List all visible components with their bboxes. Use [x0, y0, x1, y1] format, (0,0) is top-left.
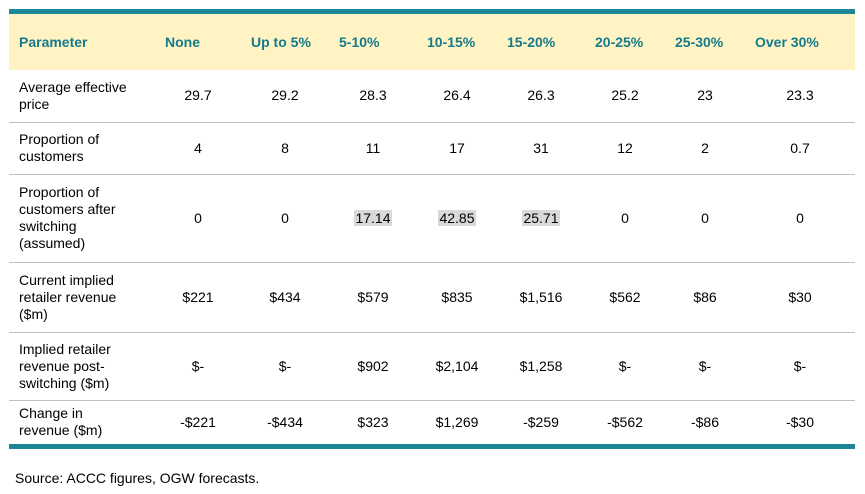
- col-header-25-30: 25-30%: [675, 34, 724, 50]
- table-cell: 0.7: [745, 121, 855, 174]
- table-cell: 23: [697, 87, 713, 104]
- table-cell: $-: [585, 331, 665, 400]
- table-cell: $562: [585, 261, 665, 332]
- table-cell: 29.2: [271, 87, 299, 104]
- col-header-parameter: Parameter: [19, 34, 88, 50]
- col-header-20-25: 20-25%: [595, 34, 644, 50]
- highlighted-value: 42.85: [438, 209, 476, 226]
- highlighted-value: 17.14: [354, 209, 392, 226]
- col-header-over-30: Over 30%: [755, 34, 819, 50]
- table-cell: -$86: [665, 399, 745, 444]
- table-row-proportion-of-customers: Proportion of customers 4 8 11 17 31 12 2…: [9, 121, 855, 174]
- table-cell: $221: [155, 261, 241, 332]
- table-cell: $30: [745, 261, 855, 332]
- col-header-none: None: [165, 34, 200, 50]
- row-label: Proportion of customers: [9, 121, 155, 174]
- table-cell: 17.14: [329, 173, 417, 262]
- row-label: Change in revenue ($m): [9, 399, 155, 444]
- row-label: Proportion of customers after switching (as…: [9, 173, 155, 262]
- header-row: Parameter None Up to 5% 5-10% 10-15% 15-…: [9, 14, 855, 70]
- table-cell: -$221: [155, 399, 241, 444]
- table-cell: 2: [665, 121, 745, 174]
- table-cell: 31: [497, 121, 585, 174]
- table-cell: $434: [241, 261, 329, 332]
- table-cell: 0: [241, 173, 329, 262]
- row-label: Current implied retailer revenue ($m): [9, 261, 155, 332]
- table-cell: 12: [585, 121, 665, 174]
- table-cell: 26.3: [527, 87, 555, 104]
- table-cell: 28.3: [359, 87, 387, 104]
- highlighted-value: 25.71: [522, 209, 560, 226]
- table-row-implied-revenue-post-switching: Implied retailer revenue post-switching (…: [9, 331, 855, 400]
- table-cell: $835: [417, 261, 497, 332]
- table-row-average-effective-price: Average effective price 29.7 29.2 28.3 26…: [9, 70, 855, 122]
- source-note: Source: ACCC figures, OGW forecasts.: [15, 470, 260, 486]
- col-header-15-20: 15-20%: [507, 34, 556, 50]
- table-cell: $323: [329, 399, 417, 444]
- col-header-10-15: 10-15%: [427, 34, 476, 50]
- table-cell: 29.7: [184, 87, 212, 104]
- revenue-table: Parameter None Up to 5% 5-10% 10-15% 15-…: [9, 14, 855, 444]
- table-cell: 25.71: [497, 173, 585, 262]
- table-cell: $2,104: [417, 331, 497, 400]
- bottom-rule: [9, 444, 855, 449]
- table-cell: 17: [417, 121, 497, 174]
- table-cell: $902: [329, 331, 417, 400]
- row-label: Average effective price: [19, 78, 127, 112]
- table-cell: -$562: [585, 399, 665, 444]
- table-cell: $-: [665, 331, 745, 400]
- row-label: Implied retailer revenue post-switching (…: [9, 331, 155, 400]
- table-cell: -$434: [241, 399, 329, 444]
- table-cell: 26.4: [443, 87, 471, 104]
- top-rule: [9, 9, 855, 14]
- table-cell: $1,516: [497, 261, 585, 332]
- col-header-up-to-5: Up to 5%: [251, 34, 311, 50]
- table-cell: -$30: [745, 399, 855, 444]
- table-row-change-in-revenue: Change in revenue ($m) -$221 -$434 $323 $…: [9, 399, 855, 444]
- revenue-table-frame: Parameter None Up to 5% 5-10% 10-15% 15-…: [9, 9, 855, 449]
- table-cell: 0: [745, 173, 855, 262]
- table-cell: $579: [329, 261, 417, 332]
- table-cell: 4: [155, 121, 241, 174]
- table-cell: 0: [585, 173, 665, 262]
- table-row-proportion-after-switching: Proportion of customers after switching (as…: [9, 173, 855, 262]
- table-cell: $1,269: [417, 399, 497, 444]
- table-cell: $-: [745, 331, 855, 400]
- table-cell: $-: [241, 331, 329, 400]
- table-cell: 0: [665, 173, 745, 262]
- col-header-5-10: 5-10%: [339, 34, 380, 50]
- table-cell: $1,258: [497, 331, 585, 400]
- table-cell: $-: [155, 331, 241, 400]
- table-row-current-implied-revenue: Current implied retailer revenue ($m) $221…: [9, 261, 855, 332]
- table-cell: $86: [665, 261, 745, 332]
- table-cell: 0: [155, 173, 241, 262]
- table-cell: 23.3: [786, 87, 814, 104]
- table-cell: 8: [241, 121, 329, 174]
- table-cell: -$259: [497, 399, 585, 444]
- table-cell: 42.85: [417, 173, 497, 262]
- table-cell: 25.2: [611, 87, 639, 104]
- table-cell: 11: [329, 121, 417, 174]
